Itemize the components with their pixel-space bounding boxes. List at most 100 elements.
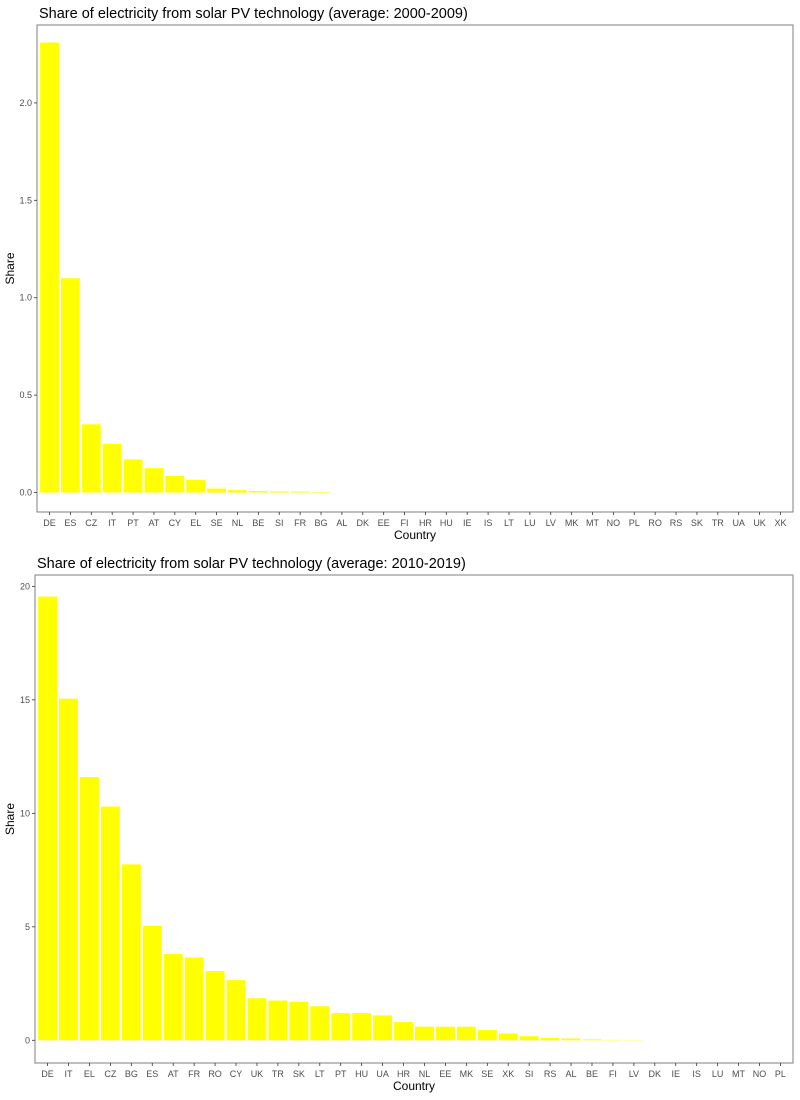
- chart-2-bar-mk: [456, 1026, 476, 1041]
- chart-2-xtick-label-fr: FR: [188, 1069, 200, 1079]
- chart-1-xtick-label-lt: LT: [504, 518, 514, 528]
- chart-1-xtick-label-de: DE: [43, 518, 56, 528]
- chart-1-xtick-label-hu: HU: [440, 518, 453, 528]
- chart-1-xtick-label-al: AL: [336, 518, 347, 528]
- chart-2-y-axis-title: Share: [3, 803, 17, 835]
- chart-2-xtick-label-el: EL: [84, 1069, 95, 1079]
- chart-2-bar-uk: [247, 998, 267, 1041]
- chart-2-xtick-label-ie: IE: [671, 1069, 680, 1079]
- chart-1-xtick-label-it: IT: [108, 518, 117, 528]
- chart-2-bar-pt: [331, 1013, 351, 1041]
- chart-1-bar-cy: [165, 475, 185, 493]
- chart-2-bar-el: [80, 777, 99, 1041]
- chart-2-xtick-label-is: IS: [692, 1069, 701, 1079]
- chart-1-xtick-label-tr: TR: [712, 518, 724, 528]
- chart-2-xtick-label-lu: LU: [712, 1069, 724, 1079]
- chart-1-bar-si: [269, 491, 289, 493]
- chart-1-xtick-label-cz: CZ: [85, 518, 97, 528]
- chart-1-xtick-label-is: IS: [484, 518, 493, 528]
- chart-1-xtick-label-pl: PL: [629, 518, 640, 528]
- chart-1-xtick-label-si: SI: [275, 518, 284, 528]
- chart-1-xtick-label-ua: UA: [732, 518, 745, 528]
- chart-2-title: Share of electricity from solar PV techn…: [37, 556, 466, 572]
- chart-1-xtick-label-el: EL: [190, 518, 201, 528]
- chart-1-plot-panel: [36, 24, 794, 513]
- chart-1-xtick-label-es: ES: [64, 518, 76, 528]
- chart-2-bar-se: [477, 1030, 497, 1041]
- chart-1-xtick-label-ie: IE: [463, 518, 472, 528]
- chart-2-xtick-label-hu: HU: [355, 1069, 368, 1079]
- chart-1-xtick-label-fi: FI: [401, 518, 409, 528]
- chart-2-xtick-label-fi: FI: [609, 1069, 617, 1079]
- chart-1-ytick-label-3: 1.5: [19, 195, 32, 205]
- chart-2-xtick-label-no: NO: [753, 1069, 767, 1079]
- chart-1-xtick-label-sk: SK: [691, 518, 703, 528]
- chart-2-xtick-label-si: SI: [525, 1069, 534, 1079]
- chart-2-bar-ee: [435, 1026, 455, 1041]
- chart-2-bar-lt: [310, 1006, 330, 1041]
- chart-2000-2009: Share of electricity from solar PV techn…: [3, 6, 794, 542]
- chart-2-xtick-label-lt: LT: [315, 1069, 325, 1079]
- chart-1-ytick-label-0: 0.0: [19, 488, 32, 498]
- chart-2-xtick-label-pt: PT: [335, 1069, 347, 1079]
- chart-1-ytick-label-1: 0.5: [19, 390, 32, 400]
- chart-2-bar-fr: [184, 957, 204, 1041]
- chart-1-xtick-label-nl: NL: [232, 518, 244, 528]
- chart-1-bar-be: [248, 490, 268, 493]
- chart-2-bar-ro: [205, 971, 225, 1041]
- chart-1-bar-fr: [290, 491, 310, 493]
- chart-2-ytick-label-4: 20: [20, 581, 30, 591]
- chart-2-xtick-label-de: DE: [41, 1069, 54, 1079]
- chart-2-bar-es: [142, 925, 162, 1041]
- chart-1-xtick-label-dk: DK: [357, 518, 370, 528]
- chart-2-xtick-label-at: AT: [168, 1069, 179, 1079]
- chart-1-bar-de: [40, 42, 59, 493]
- chart-2-xtick-label-lv: LV: [629, 1069, 639, 1079]
- chart-2-xtick-label-xk: XK: [502, 1069, 514, 1079]
- chart-2-bar-tr: [268, 1000, 288, 1041]
- chart-1-xtick-label-lv: LV: [546, 518, 556, 528]
- chart-1-bar-pt: [123, 459, 143, 493]
- chart-2-xtick-label-uk: UK: [251, 1069, 264, 1079]
- chart-2-xtick-label-be: BE: [586, 1069, 598, 1079]
- chart-1-bar-el: [186, 479, 206, 493]
- chart-2-bar-be: [582, 1039, 602, 1041]
- chart-2-xtick-label-al: AL: [566, 1069, 577, 1079]
- chart-2-xtick-label-cy: CY: [230, 1069, 243, 1079]
- chart-2-xtick-label-ua: UA: [376, 1069, 389, 1079]
- chart-2-xtick-label-pl: PL: [775, 1069, 786, 1079]
- chart-1-ytick-label-2: 1.0: [19, 293, 32, 303]
- chart-2-bar-it: [59, 698, 78, 1041]
- chart-2-bar-sk: [289, 1001, 309, 1041]
- chart-2-xtick-label-sk: SK: [293, 1069, 305, 1079]
- chart-1-bar-at: [144, 468, 164, 493]
- chart-2-bar-ua: [373, 1015, 393, 1041]
- chart-2-bar-bg: [121, 864, 141, 1041]
- chart-1-bar-se: [207, 488, 226, 493]
- chart-1-xtick-label-mt: MT: [586, 518, 599, 528]
- chart-1-xtick-label-xk: XK: [774, 518, 786, 528]
- chart-1-xtick-label-at: AT: [149, 518, 160, 528]
- chart-1-y-axis-title: Share: [3, 252, 17, 284]
- chart-2-bar-cz: [100, 806, 120, 1041]
- chart-2000-2009-svg: Share of electricity from solar PV techn…: [3, 6, 794, 542]
- chart-2010-2019: Share of electricity from solar PV techn…: [0, 550, 800, 1100]
- chart-1-bar-es: [61, 278, 80, 493]
- chart-1-xtick-label-hr: HR: [419, 518, 432, 528]
- chart-2-xtick-label-cz: CZ: [104, 1069, 116, 1079]
- chart-2-xtick-label-nl: NL: [419, 1069, 431, 1079]
- chart-1-xtick-label-be: BE: [252, 518, 264, 528]
- chart-2-xtick-label-se: SE: [481, 1069, 493, 1079]
- chart-2-ytick-label-3: 15: [20, 695, 30, 705]
- chart-2-ytick-label-2: 10: [20, 808, 30, 818]
- chart-2-bar-de: [38, 596, 57, 1041]
- chart-2010-2019-svg: Share of electricity from solar PV techn…: [3, 556, 794, 1093]
- chart-2-xtick-label-bg: BG: [125, 1069, 138, 1079]
- chart-1-xtick-label-lu: LU: [524, 518, 536, 528]
- chart-1-xtick-label-uk: UK: [753, 518, 766, 528]
- chart-2-xtick-label-ro: RO: [208, 1069, 222, 1079]
- chart-1-x-axis-title: Country: [394, 528, 436, 542]
- chart-2-bar-nl: [415, 1026, 434, 1041]
- chart-1-xtick-label-se: SE: [211, 518, 223, 528]
- chart-2-bar-al: [561, 1038, 581, 1041]
